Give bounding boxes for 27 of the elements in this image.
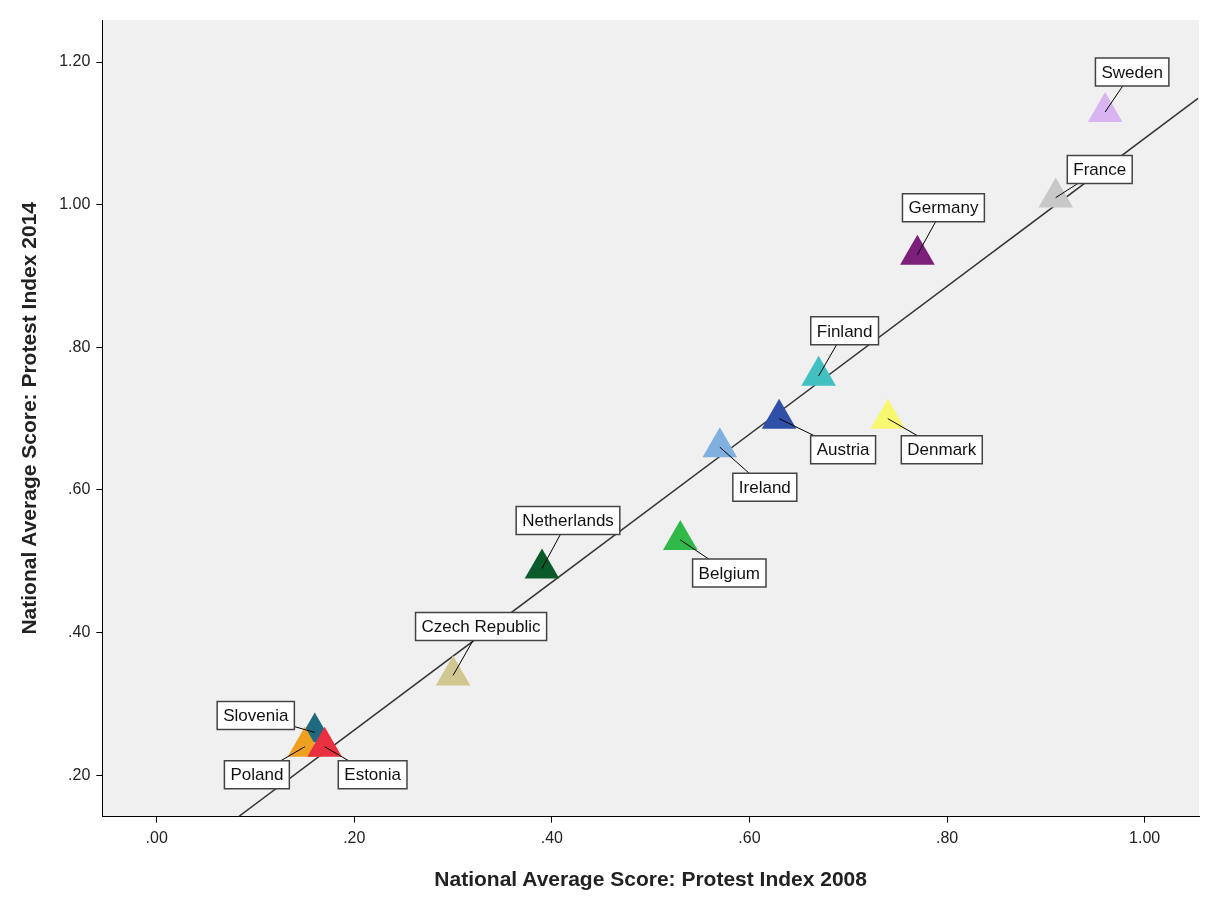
series-label: Belgium <box>698 563 761 583</box>
series-label: Germany <box>908 198 979 218</box>
series-label: Poland <box>230 765 284 785</box>
y-tick-label: .20 <box>68 765 91 783</box>
x-axis-title: National Average Score: Protest Index 2008 <box>434 867 868 891</box>
x-tick-label: .60 <box>738 828 761 846</box>
series-label: France <box>1073 160 1127 180</box>
x-tick-label: .20 <box>343 828 366 846</box>
series-label: Finland <box>816 321 873 341</box>
y-tick-label: .80 <box>68 337 91 355</box>
series-label: Netherlands <box>522 511 614 531</box>
x-tick-label: .40 <box>540 828 564 846</box>
series-label: Estonia <box>344 765 402 785</box>
series-label: Sweden <box>1101 62 1163 82</box>
series-label: Ireland <box>738 477 791 497</box>
y-tick-label: .40 <box>68 623 91 641</box>
text: Czech Republic <box>421 617 542 637</box>
y-tick-label: 1.00 <box>59 195 91 213</box>
y-tick-label: 1.20 <box>59 52 91 70</box>
series-label: Denmark <box>907 440 977 460</box>
y-axis-title: National Average Score: Protest Index 2014 <box>17 201 41 635</box>
x-tick-label: .80 <box>935 828 959 846</box>
series-label: Austria <box>816 440 871 460</box>
x-tick-label: .00 <box>145 828 168 846</box>
y-tick-label: .60 <box>68 480 91 498</box>
x-tick-label: 1.00 <box>1129 828 1161 846</box>
series-label: Slovenia <box>223 706 289 726</box>
